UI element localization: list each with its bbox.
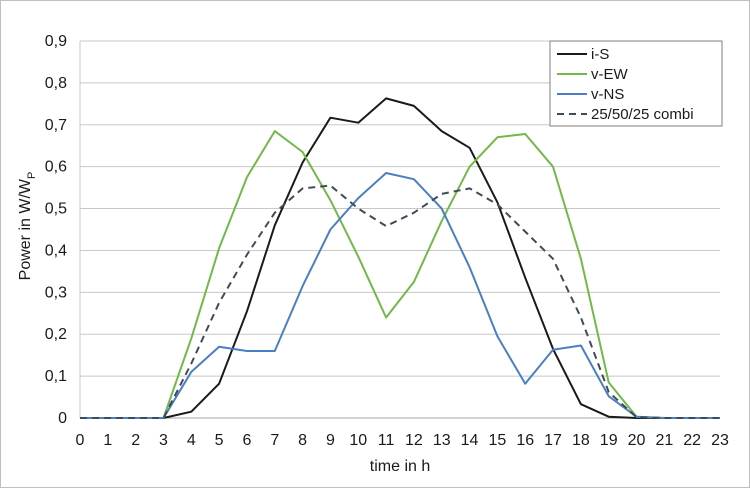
- x-tick-label: 15: [488, 432, 506, 449]
- legend: i-S v-EW v-NS 25/50/25 combi: [549, 40, 723, 127]
- y-tick-label: 0,7: [45, 117, 67, 134]
- x-tick-label: 4: [187, 432, 196, 449]
- y-tick-labels: 0 0,1 0,2 0,3 0,4 0,5 0,6 0,7 0,8 0,9: [45, 33, 67, 427]
- series-line-v-ew: [80, 130, 720, 419]
- x-tick-label: 14: [461, 432, 479, 449]
- x-tick-label: 5: [215, 432, 224, 449]
- x-tick-label: 17: [544, 432, 562, 449]
- legend-box: [549, 40, 723, 127]
- x-tick-label: 16: [516, 432, 534, 449]
- axes: [79, 41, 720, 419]
- y-tick-label: 0,1: [45, 368, 67, 385]
- x-tick-label: 22: [683, 432, 701, 449]
- x-tick-label: 13: [433, 432, 451, 449]
- x-tick-label: 11: [378, 432, 395, 449]
- legend-label: 25/50/25 combi: [591, 106, 694, 123]
- legend-label: v-NS: [591, 86, 624, 103]
- x-tick-label: 1: [103, 432, 112, 449]
- x-tick-label: 10: [349, 432, 367, 449]
- y-axis-title: Power in W/WP: [17, 172, 38, 281]
- x-tick-label: 20: [628, 432, 646, 449]
- x-tick-label: 23: [711, 432, 729, 449]
- y-tick-label: 0,2: [45, 326, 67, 343]
- y-tick-label: 0,9: [45, 33, 67, 50]
- x-tick-label: 8: [298, 432, 307, 449]
- y-tick-label: 0,8: [45, 75, 67, 92]
- legend-label: v-EW: [591, 66, 629, 83]
- x-tick-label: 12: [405, 432, 423, 449]
- x-tick-label: 21: [655, 432, 673, 449]
- x-tick-label: 18: [572, 432, 590, 449]
- x-tick-label: 3: [159, 432, 168, 449]
- x-tick-label: 7: [270, 432, 279, 449]
- y-tick-label: 0,4: [45, 242, 67, 259]
- series-line-i-s: [80, 97, 720, 419]
- y-tick-label: 0,3: [45, 284, 67, 301]
- gridlines: [80, 40, 720, 377]
- x-tick-label: 19: [600, 432, 618, 449]
- x-tick-label: 0: [76, 432, 85, 449]
- y-tick-label: 0,6: [45, 159, 67, 176]
- series-lines: [80, 97, 720, 419]
- y-tick-label: 0,5: [45, 201, 67, 218]
- x-tick-label: 2: [131, 432, 140, 449]
- y-axis-title-subscript: P: [26, 172, 38, 179]
- legend-label: i-S: [591, 46, 609, 63]
- y-tick-label: 0: [58, 410, 67, 427]
- x-tick-labels: 0 1 2 3 4 5 6 7 8 9 10 11 12 13 14 15 16 17 18 19 20 21 22 23: [76, 432, 729, 449]
- x-tick-label: 6: [243, 432, 252, 449]
- x-tick-label: 9: [326, 432, 335, 449]
- x-axis-title: time in h: [370, 458, 430, 475]
- series-line-25-50-25-combi: [80, 184, 720, 419]
- y-axis-title-main: Power in W/W: [17, 178, 34, 280]
- series-line-v-ns: [80, 172, 720, 419]
